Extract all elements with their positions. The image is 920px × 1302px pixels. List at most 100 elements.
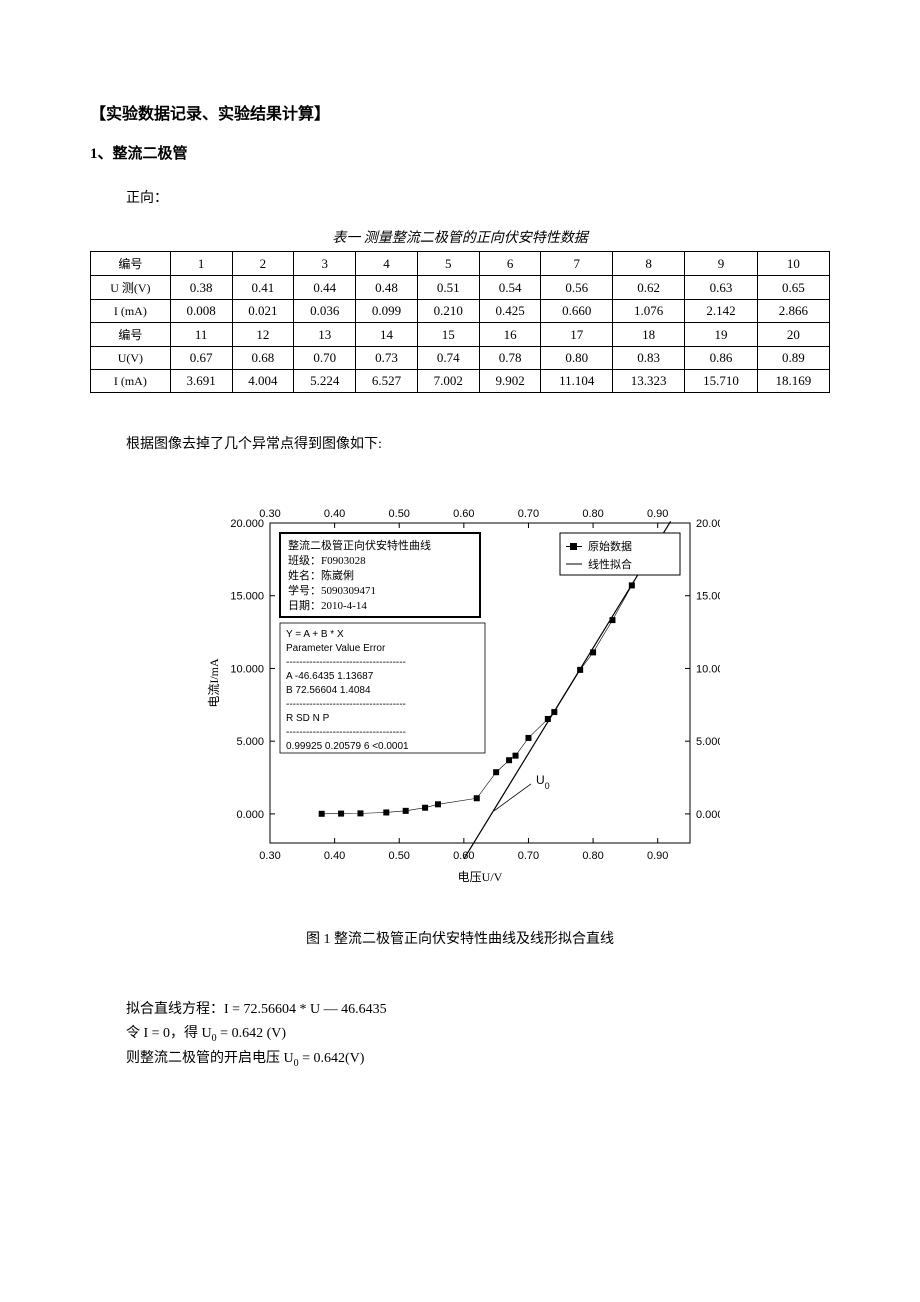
svg-text:0.70: 0.70 xyxy=(518,850,539,862)
table-cell: 0.44 xyxy=(294,276,356,300)
table-cell: 5.224 xyxy=(294,370,356,393)
table-cell: 15 xyxy=(417,323,479,347)
svg-text:0.60: 0.60 xyxy=(453,850,474,862)
table-cell: 3.691 xyxy=(170,370,232,393)
svg-text:0.80: 0.80 xyxy=(582,508,603,520)
svg-text:0.40: 0.40 xyxy=(324,508,345,520)
svg-text:20.000: 20.000 xyxy=(230,518,264,530)
conclusion-line-3: 则整流二极管的开启电压 U0 = 0.642(V) xyxy=(126,1047,830,1072)
svg-text:学号：5090309471: 学号：5090309471 xyxy=(288,583,376,597)
svg-text:0.50: 0.50 xyxy=(389,850,410,862)
table-cell: 1.076 xyxy=(613,300,685,323)
table-row-label: 编号 xyxy=(91,323,171,347)
svg-text:------------------------------: ------------------------------------ xyxy=(286,727,406,738)
svg-text:0.70: 0.70 xyxy=(518,508,539,520)
svg-text:电流I/mA: 电流I/mA xyxy=(207,658,221,708)
table-caption: 表一 测量整流二极管的正向伏安特性数据 xyxy=(90,227,830,247)
svg-text:0.60: 0.60 xyxy=(453,508,474,520)
table-cell: 0.86 xyxy=(685,347,757,370)
figure-caption: 图 1 整流二极管正向伏安特性曲线及线形拟合直线 xyxy=(90,928,830,948)
svg-text:0.30: 0.30 xyxy=(259,850,280,862)
svg-text:原始数据: 原始数据 xyxy=(588,539,632,553)
svg-text:0.000: 0.000 xyxy=(696,809,720,821)
table-cell: 0.210 xyxy=(417,300,479,323)
svg-text:Y = A + B * X: Y = A + B * X xyxy=(286,629,344,640)
conclusion-block: 拟合直线方程：I = 72.56604 * U — 46.6435 令 I = … xyxy=(126,998,830,1071)
svg-text:5.000: 5.000 xyxy=(236,736,264,748)
svg-text:线性拟合: 线性拟合 xyxy=(588,557,632,571)
table-cell: 12 xyxy=(232,323,294,347)
svg-text:0.50: 0.50 xyxy=(389,508,410,520)
table-row-label: U 测(V) xyxy=(91,276,171,300)
svg-text:日期：2010-4-14: 日期：2010-4-14 xyxy=(288,599,367,612)
svg-text:B 72.56604 1.4084: B 72.56604 1.4084 xyxy=(286,685,371,696)
table-cell: 9 xyxy=(685,252,757,276)
data-table: 编号12345678910U 测(V)0.380.410.440.480.510… xyxy=(90,251,830,393)
table-cell: 0.56 xyxy=(541,276,613,300)
svg-text:整流二极管正向伏安特性曲线: 整流二极管正向伏安特性曲线 xyxy=(288,538,431,552)
subsection-heading: 1、整流二极管 xyxy=(90,142,830,163)
diode-chart: 0.300.300.400.400.500.500.600.600.700.70… xyxy=(200,483,720,903)
table-cell: 0.80 xyxy=(541,347,613,370)
table-cell: 16 xyxy=(479,323,541,347)
table-cell: 18 xyxy=(613,323,685,347)
table-cell: 0.65 xyxy=(757,276,829,300)
table-cell: 0.41 xyxy=(232,276,294,300)
svg-text:5.000: 5.000 xyxy=(696,736,720,748)
table-cell: 13.323 xyxy=(613,370,685,393)
svg-text:10.000: 10.000 xyxy=(696,663,720,675)
svg-text:20.000: 20.000 xyxy=(696,518,720,530)
table-cell: 6 xyxy=(479,252,541,276)
table-cell: 0.83 xyxy=(613,347,685,370)
table-cell: 0.89 xyxy=(757,347,829,370)
svg-text:0.99925 0.20579 6 <0.0001: 0.99925 0.20579 6 <0.0001 xyxy=(286,741,409,752)
table-cell: 7.002 xyxy=(417,370,479,393)
svg-text:15.000: 15.000 xyxy=(696,591,720,603)
svg-text:0.000: 0.000 xyxy=(236,809,264,821)
table-cell: 4.004 xyxy=(232,370,294,393)
table-cell: 5 xyxy=(417,252,479,276)
table-cell: 0.036 xyxy=(294,300,356,323)
svg-text:A -46.6435 1.13687: A -46.6435 1.13687 xyxy=(286,671,374,682)
after-table-note: 根据图像去掉了几个异常点得到图像如下: xyxy=(126,433,830,453)
svg-text:0.90: 0.90 xyxy=(647,508,668,520)
table-cell: 2.866 xyxy=(757,300,829,323)
forward-label: 正向： xyxy=(126,187,830,207)
table-cell: 0.63 xyxy=(685,276,757,300)
conclusion-line-1: 拟合直线方程：I = 72.56604 * U — 46.6435 xyxy=(126,998,830,1022)
table-cell: 0.38 xyxy=(170,276,232,300)
table-cell: 0.62 xyxy=(613,276,685,300)
svg-text:------------------------------: ------------------------------------ xyxy=(286,699,406,710)
table-cell: 9.902 xyxy=(479,370,541,393)
table-cell: 0.660 xyxy=(541,300,613,323)
table-row-label: U(V) xyxy=(91,347,171,370)
table-cell: 0.74 xyxy=(417,347,479,370)
table-cell: 3 xyxy=(294,252,356,276)
table-cell: 10 xyxy=(757,252,829,276)
table-cell: 0.021 xyxy=(232,300,294,323)
table-cell: 15.710 xyxy=(685,370,757,393)
table-cell: 0.54 xyxy=(479,276,541,300)
table-cell: 0.008 xyxy=(170,300,232,323)
table-cell: 7 xyxy=(541,252,613,276)
table-row-label: I (mA) xyxy=(91,370,171,393)
table-cell: 11 xyxy=(170,323,232,347)
table-cell: 17 xyxy=(541,323,613,347)
table-cell: 0.51 xyxy=(417,276,479,300)
table-cell: 1 xyxy=(170,252,232,276)
svg-text:0.90: 0.90 xyxy=(647,850,668,862)
svg-text:姓名：陈崴俐: 姓名：陈崴俐 xyxy=(288,568,354,582)
conclusion-line-2: 令 I = 0，得 U0 = 0.642 (V) xyxy=(126,1022,830,1047)
svg-text:电压U/V: 电压U/V xyxy=(458,870,503,884)
svg-text:班级：F0903028: 班级：F0903028 xyxy=(288,554,366,567)
table-cell: 0.67 xyxy=(170,347,232,370)
table-cell: 0.70 xyxy=(294,347,356,370)
svg-text:Parameter Value Error: Parameter Value Error xyxy=(286,643,386,654)
table-cell: 20 xyxy=(757,323,829,347)
table-cell: 4 xyxy=(356,252,418,276)
table-cell: 19 xyxy=(685,323,757,347)
table-cell: 0.48 xyxy=(356,276,418,300)
svg-text:R SD N P: R SD N P xyxy=(286,713,330,724)
svg-text:10.000: 10.000 xyxy=(230,663,264,675)
table-cell: 2.142 xyxy=(685,300,757,323)
